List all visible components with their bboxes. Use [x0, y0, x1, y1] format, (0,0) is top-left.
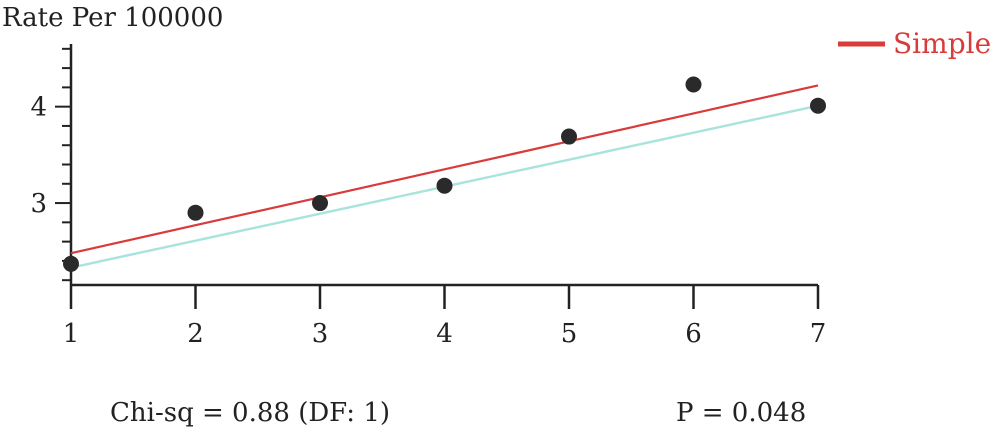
- data-point: [685, 76, 702, 93]
- chi-sq-annotation: Chi-sq = 0.88 (DF: 1): [110, 398, 390, 428]
- data-points: [63, 76, 826, 272]
- axes: [55, 44, 820, 309]
- data-point: [63, 255, 79, 272]
- tick-labels: 3 4 1 2 3 4 5 6 7: [30, 93, 826, 349]
- y-axis-label: Rate Per 100000: [2, 3, 223, 33]
- y-tick-label: 4: [30, 93, 47, 123]
- x-tick-label: 7: [810, 319, 827, 349]
- data-point: [187, 204, 204, 221]
- data-point: [312, 195, 328, 212]
- x-tick-label: 3: [312, 319, 329, 349]
- legend-label-simple: Simple: [893, 27, 991, 60]
- x-tick-label: 4: [436, 319, 453, 349]
- fit-line-simple: [70, 84, 819, 255]
- x-tick-label: 1: [63, 319, 80, 349]
- y-tick-label: 3: [30, 189, 47, 219]
- p-value-annotation: P = 0.048: [676, 398, 806, 428]
- legend: Simple: [838, 27, 991, 60]
- x-tick-label: 5: [561, 319, 578, 349]
- fit-lines: [70, 84, 819, 269]
- data-point: [810, 97, 826, 114]
- data-point: [561, 128, 577, 145]
- x-tick-label: 6: [685, 319, 702, 349]
- x-tick-label: 2: [187, 319, 204, 349]
- data-point: [436, 177, 453, 194]
